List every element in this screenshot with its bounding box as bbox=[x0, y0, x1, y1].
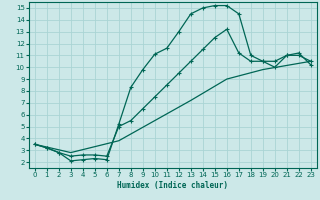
X-axis label: Humidex (Indice chaleur): Humidex (Indice chaleur) bbox=[117, 181, 228, 190]
